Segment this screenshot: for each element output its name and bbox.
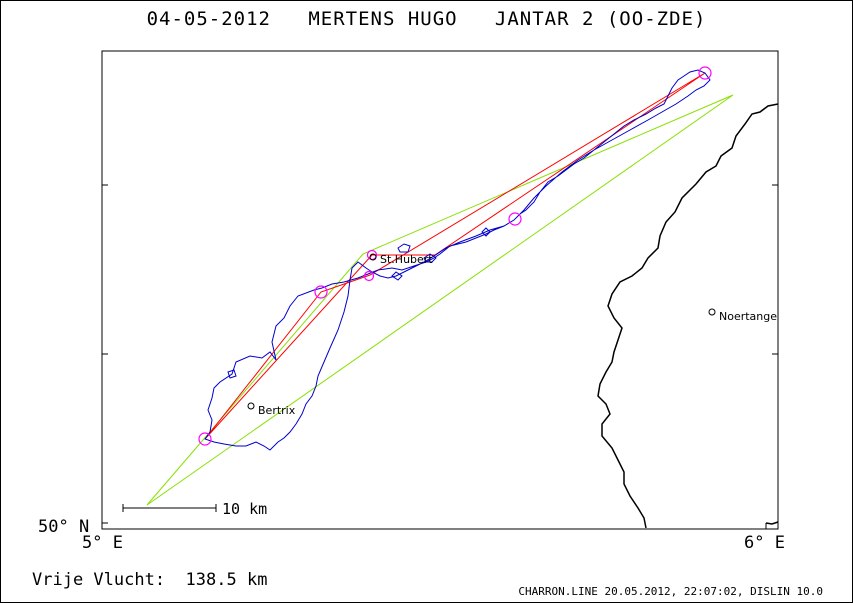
y-axis-min-label: 50° N <box>38 517 89 537</box>
flight-track <box>204 69 711 451</box>
place-dot-bertrix <box>247 402 255 410</box>
place-dot-st-hubert <box>369 253 377 261</box>
place-label-st-hubert: St.Hubert <box>380 253 433 266</box>
flight-label: Vrije Vlucht: <box>32 570 166 590</box>
pilot-name: MERTENS HUGO <box>308 8 458 30</box>
turnpoint-start <box>198 432 212 446</box>
place-markers <box>247 253 716 410</box>
flight-distance-row: Vrije Vlucht: 138.5 km <box>32 570 267 590</box>
turnpoint-1 <box>314 285 328 299</box>
fai-triangle <box>146 94 734 506</box>
turnpoint-4 <box>508 212 522 226</box>
task-line <box>204 72 706 440</box>
footer-info: CHARRON.LINE 20.05.2012, 22:07:02, DISLI… <box>518 585 823 598</box>
page-title: 04-05-2012 MERTENS HUGO JANTAR 2 (OO-ZDE… <box>0 8 853 30</box>
axis-ticks <box>102 184 778 529</box>
place-label-bertrix: Bertrix <box>258 404 296 417</box>
scale-bar <box>122 504 217 512</box>
place-dot-noertange <box>708 308 716 316</box>
flight-date: 04-05-2012 <box>146 8 271 30</box>
flight-track-loops <box>227 227 491 379</box>
x-axis-min-label: 5° E <box>82 533 123 553</box>
place-label-noertange: Noertange <box>719 310 777 323</box>
scale-bar-label: 10 km <box>222 500 267 518</box>
map-area <box>101 50 779 530</box>
flight-distance: 138.5 km <box>185 570 268 590</box>
country-border <box>597 103 779 529</box>
country-border-east <box>765 521 779 525</box>
turnpoint-3 <box>363 270 375 282</box>
x-axis-max-label: 6° E <box>744 533 785 553</box>
turnpoints <box>198 66 712 446</box>
glider-name: JANTAR 2 (OO-ZDE) <box>494 8 707 30</box>
turnpoint-5 <box>698 66 712 80</box>
